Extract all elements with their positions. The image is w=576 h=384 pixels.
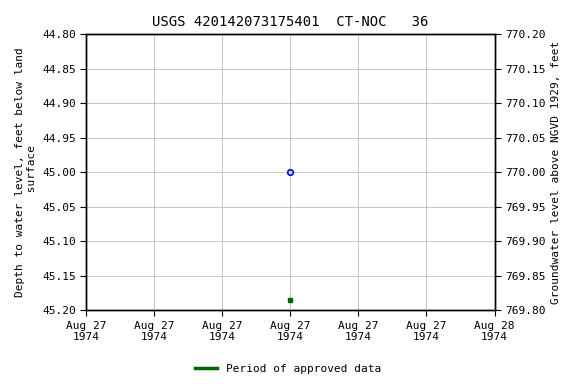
Legend: Period of approved data: Period of approved data [191, 359, 385, 379]
Title: USGS 420142073175401  CT-NOC   36: USGS 420142073175401 CT-NOC 36 [152, 15, 429, 29]
Y-axis label: Depth to water level, feet below land
 surface: Depth to water level, feet below land su… [15, 47, 37, 297]
Y-axis label: Groundwater level above NGVD 1929, feet: Groundwater level above NGVD 1929, feet [551, 41, 561, 304]
